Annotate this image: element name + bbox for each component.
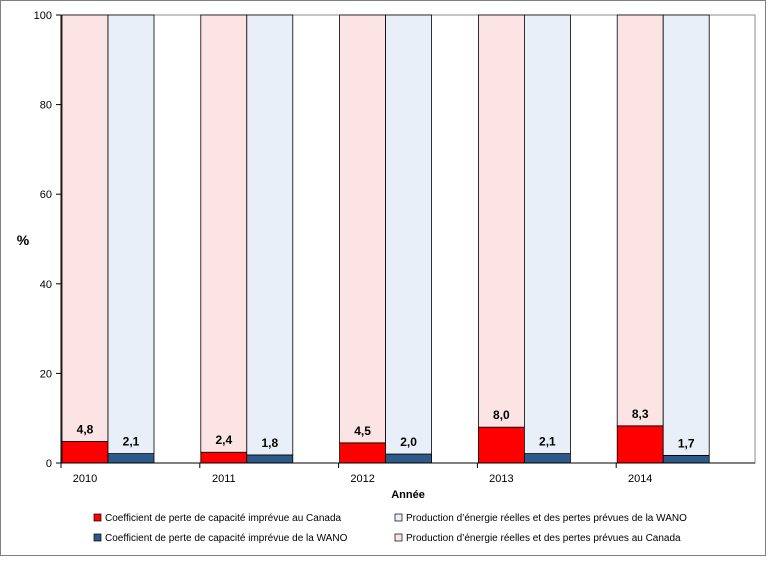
wano-data-label: 2,1	[539, 435, 556, 449]
x-tick-label: 2013	[489, 473, 513, 485]
wano-loss-bar	[107, 453, 155, 464]
canada-data-label: 8,3	[632, 407, 649, 421]
wano-loss-bar	[246, 454, 294, 464]
plot-area: 4,8 2,1 2,4 1,8 4,5 2,0 8,0 2,1 8,3 1,7	[60, 14, 756, 464]
wano-loss-bar	[662, 454, 710, 464]
y-tick-label: 100	[34, 10, 52, 22]
legend-label: Coefficient de perte de capacité imprévu…	[105, 533, 348, 544]
wano-data-label: 1,7	[678, 436, 695, 450]
x-tick-label: 2012	[350, 473, 374, 485]
y-tick-label: 0	[46, 458, 52, 470]
wano-data-label: 2,1	[123, 435, 140, 449]
canada-data-label: 4,8	[77, 422, 94, 436]
canada-production-bar	[616, 14, 664, 427]
legend-swatch	[93, 513, 102, 522]
legend-label: Production d’énergie réelles et des pert…	[406, 513, 687, 524]
legend-label: Production d’énergie réelles et des pert…	[406, 533, 681, 544]
legend: Coefficient de perte de capacité imprévu…	[93, 513, 687, 544]
wano-production-bar	[524, 14, 571, 454]
canada-loss-bar	[61, 441, 109, 464]
canada-data-label: 2,4	[215, 433, 232, 447]
canada-data-label: 4,5	[354, 424, 371, 438]
y-axis-label: %	[17, 232, 30, 248]
canada-data-label: 8,0	[493, 408, 510, 422]
x-tick-label: 2014	[628, 473, 652, 485]
canada-loss-bar	[339, 442, 387, 464]
y-axis: 0 20 40 60 80 100	[34, 10, 62, 470]
legend-label: Coefficient de perte de capacité imprévu…	[105, 513, 342, 524]
y-tick-label: 40	[40, 279, 52, 291]
wano-data-label: 2,0	[400, 435, 417, 449]
wano-production-bar	[385, 14, 433, 455]
x-tick-label: 2010	[73, 473, 97, 485]
canada-loss-bar	[200, 451, 248, 464]
wano-data-label: 1,8	[261, 436, 278, 450]
wano-production-bar	[662, 14, 710, 456]
y-tick-label: 80	[40, 100, 52, 112]
legend-swatch	[93, 533, 102, 542]
canada-production-bar	[200, 14, 248, 453]
wano-production-bar	[246, 14, 294, 456]
canada-production-bar	[339, 14, 387, 444]
canada-production-bar	[477, 14, 525, 428]
canada-production-bar	[61, 14, 109, 442]
x-tick-label: 2011	[212, 473, 236, 485]
legend-swatch	[394, 513, 403, 522]
canada-loss-bar	[616, 425, 664, 464]
y-tick-label: 20	[40, 368, 52, 380]
wano-loss-bar	[385, 453, 433, 464]
y-tick-label: 60	[40, 189, 52, 201]
legend-swatch	[394, 533, 403, 542]
x-axis: 2010 2011 2012 2013 2014	[60, 462, 755, 485]
wano-loss-bar	[524, 453, 571, 464]
canada-loss-bar	[477, 426, 525, 464]
wano-production-bar	[107, 14, 155, 454]
x-axis-label: Année	[391, 489, 425, 501]
